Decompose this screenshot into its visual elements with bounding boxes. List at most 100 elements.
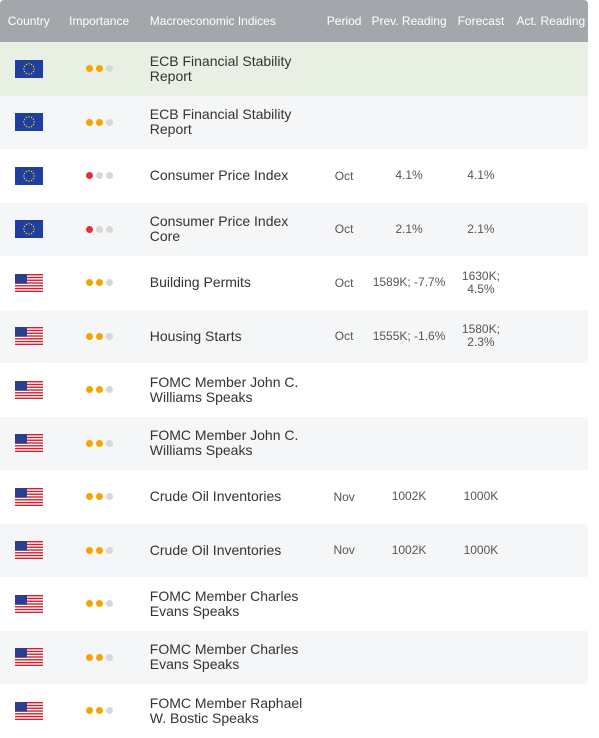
header-period[interactable]: Period	[326, 14, 362, 28]
importance-dot	[105, 332, 113, 340]
header-macro-indices[interactable]: Macroeconomic Indices	[149, 14, 276, 28]
country-flag-icon	[0, 59, 58, 78]
indicator-name[interactable]: FOMC Member John C. Williams Speaks	[149, 373, 299, 405]
importance-indicator	[58, 546, 141, 554]
importance-dot	[95, 172, 103, 180]
importance-dot	[95, 65, 103, 73]
forecast-cell: 1580K; 2.3%	[461, 322, 500, 350]
indicator-name[interactable]: FOMC Member Charles Evans Speaks	[149, 587, 299, 619]
country-flag-icon	[0, 594, 58, 613]
importance-dot	[105, 225, 113, 233]
table-row[interactable]: ECB Financial Stability Report	[0, 42, 588, 96]
prev-reading-cell: 1589K; -7.7%	[372, 275, 446, 290]
table-row[interactable]: FOMC Member Raphael W. Bostic Speaks	[0, 684, 588, 738]
prev-reading-cell: 1002K	[391, 489, 427, 504]
prev-reading-cell: 1002K	[391, 542, 427, 557]
importance-dot	[105, 600, 113, 608]
importance-dot	[105, 172, 113, 180]
table-row[interactable]: FOMC Member Charles Evans Speaks	[0, 630, 588, 684]
indicator-name[interactable]: Crude Oil Inventories	[149, 488, 282, 505]
importance-dot	[85, 172, 93, 180]
country-flag-icon	[0, 273, 58, 292]
importance-dot	[85, 118, 93, 126]
table-row[interactable]: Consumer Price Index Oct 4.1% 4.1%	[0, 149, 588, 203]
importance-dot	[85, 386, 93, 394]
period-cell: Oct	[334, 329, 354, 344]
country-flag-icon	[0, 380, 58, 399]
forecast-cell: 1000K	[463, 542, 499, 557]
importance-indicator	[58, 386, 141, 394]
table-row[interactable]: Consumer Price Index Core Oct 2.1% 2.1%	[0, 202, 588, 256]
table-row[interactable]: Crude Oil Inventories Nov 1002K 1000K	[0, 523, 588, 577]
importance-dot	[95, 653, 103, 661]
header-forecast[interactable]: Forecast	[457, 14, 505, 28]
period-cell: Oct	[334, 168, 354, 183]
importance-dot	[85, 707, 93, 715]
importance-dot	[85, 225, 93, 233]
importance-indicator	[58, 653, 141, 661]
importance-dot	[105, 279, 113, 287]
importance-indicator	[58, 332, 141, 340]
country-flag-icon	[0, 541, 58, 560]
table-body: ECB Financial Stability Report ECB Financ…	[0, 42, 588, 738]
importance-dot	[95, 386, 103, 394]
table-row[interactable]: Crude Oil Inventories Nov 1002K 1000K	[0, 470, 588, 524]
importance-dot	[85, 332, 93, 340]
importance-dot	[105, 707, 113, 715]
indicator-name[interactable]: ECB Financial Stability Report	[149, 52, 292, 84]
importance-dot	[105, 118, 113, 126]
importance-dot	[85, 493, 93, 501]
importance-dot	[105, 546, 113, 554]
importance-indicator	[58, 600, 141, 608]
header-importance[interactable]: Importance	[69, 14, 130, 28]
forecast-cell: 1000K	[463, 489, 499, 504]
importance-dot	[85, 279, 93, 287]
forecast-cell: 2.1%	[467, 221, 495, 236]
importance-indicator	[58, 225, 141, 233]
header-actual-reading[interactable]: Act. Reading	[516, 14, 586, 28]
table-row[interactable]: Building Permits Oct 1589K; -7.7% 1630K; 4.…	[0, 256, 588, 310]
importance-dot	[85, 546, 93, 554]
importance-indicator	[58, 707, 141, 715]
table-row[interactable]: FOMC Member John C. Williams Speaks	[0, 363, 588, 417]
importance-indicator	[58, 493, 141, 501]
indicator-name[interactable]: FOMC Member Raphael W. Bostic Speaks	[149, 694, 303, 726]
country-flag-icon	[0, 113, 58, 132]
indicator-name[interactable]: Housing Starts	[149, 327, 242, 344]
importance-dot	[105, 386, 113, 394]
importance-dot	[95, 332, 103, 340]
period-cell: Nov	[333, 489, 355, 504]
importance-indicator	[58, 65, 141, 73]
indicator-name[interactable]: Consumer Price Index	[149, 167, 289, 184]
period-cell: Oct	[334, 222, 354, 237]
period-cell: Oct	[334, 275, 354, 290]
importance-dot	[95, 493, 103, 501]
forecast-cell: 1630K; 4.5%	[461, 268, 500, 296]
indicator-name[interactable]: Consumer Price Index Core	[149, 213, 289, 245]
indicator-name[interactable]: FOMC Member Charles Evans Speaks	[149, 641, 299, 673]
importance-dot	[85, 439, 93, 447]
indicator-name[interactable]: Crude Oil Inventories	[149, 541, 282, 558]
importance-indicator	[58, 279, 141, 287]
importance-dot	[95, 439, 103, 447]
country-flag-icon	[0, 434, 58, 453]
table-row[interactable]: Housing Starts Oct 1555K; -1.6% 1580K; 2.3%	[0, 309, 588, 363]
indicator-name[interactable]: FOMC Member John C. Williams Speaks	[149, 427, 299, 459]
indicator-name[interactable]: Building Permits	[149, 274, 251, 291]
country-flag-icon	[0, 220, 58, 239]
importance-indicator	[58, 172, 141, 180]
importance-dot	[95, 546, 103, 554]
header-prev-reading[interactable]: Prev. Reading	[371, 14, 447, 28]
table-row[interactable]: FOMC Member John C. Williams Speaks	[0, 416, 588, 470]
importance-dot	[95, 118, 103, 126]
importance-dot	[105, 653, 113, 661]
indicator-name[interactable]: ECB Financial Stability Report	[149, 106, 292, 138]
importance-dot	[95, 279, 103, 287]
importance-indicator	[58, 439, 141, 447]
table-row[interactable]: ECB Financial Stability Report	[0, 95, 588, 149]
table-row[interactable]: FOMC Member Charles Evans Speaks	[0, 577, 588, 631]
country-flag-icon	[0, 701, 58, 720]
header-country[interactable]: Country	[7, 14, 50, 28]
period-cell: Nov	[333, 543, 355, 558]
